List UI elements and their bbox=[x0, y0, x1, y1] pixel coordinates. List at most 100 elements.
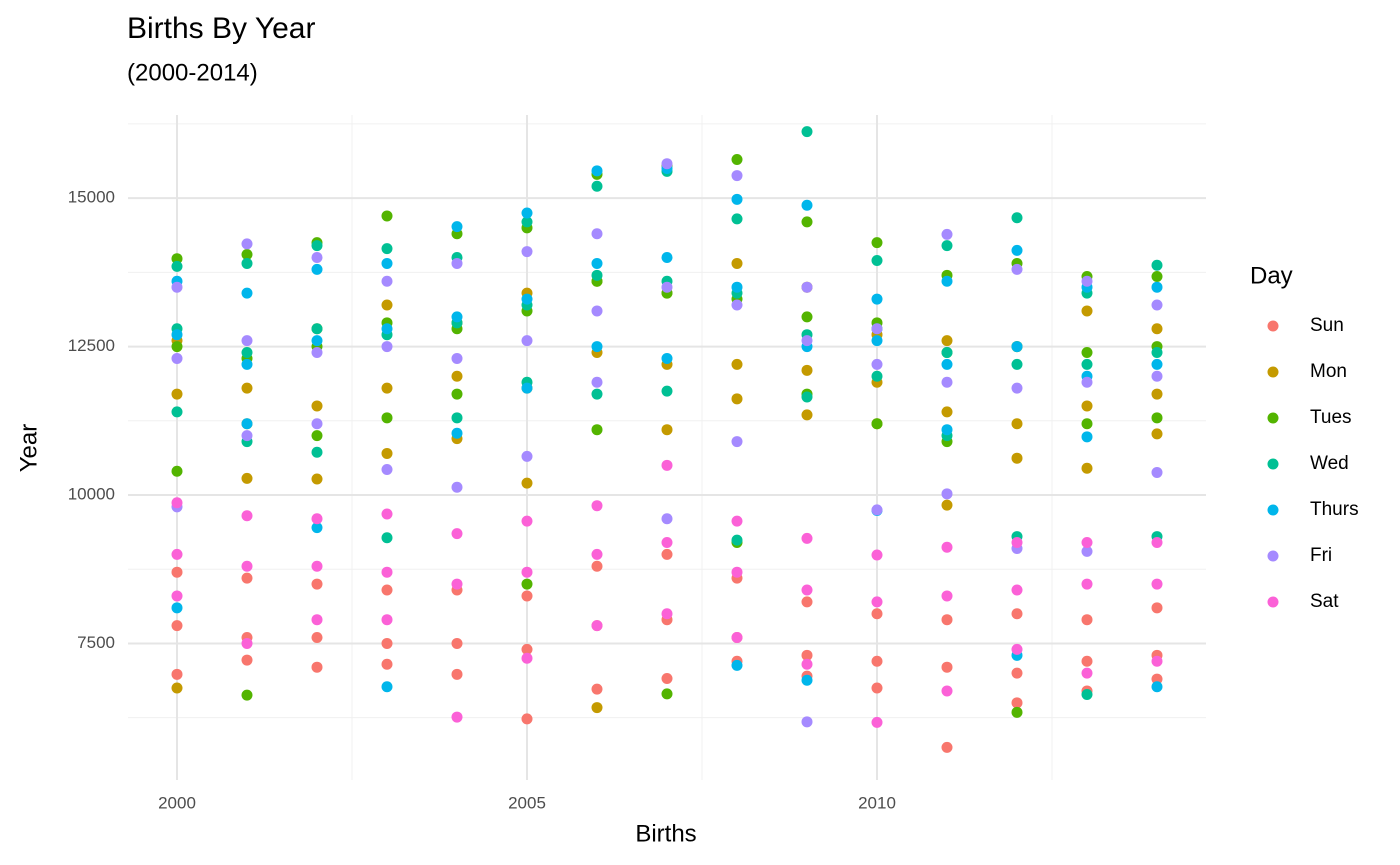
data-point bbox=[311, 513, 323, 525]
data-point bbox=[591, 376, 603, 388]
data-point bbox=[801, 716, 813, 728]
data-point bbox=[521, 246, 533, 258]
data-point bbox=[381, 681, 393, 693]
data-point bbox=[1151, 347, 1163, 358]
data-point bbox=[171, 253, 183, 265]
data-point bbox=[241, 510, 253, 522]
data-point bbox=[731, 566, 743, 578]
data-point bbox=[871, 549, 883, 561]
data-point bbox=[941, 358, 953, 370]
legend-marker bbox=[1267, 596, 1279, 608]
data-point bbox=[241, 560, 253, 572]
data-point bbox=[661, 252, 673, 263]
data-point bbox=[451, 257, 463, 269]
data-point bbox=[1151, 299, 1163, 311]
data-point bbox=[171, 602, 183, 614]
data-point bbox=[171, 388, 183, 400]
legend-label: Fri bbox=[1310, 545, 1332, 566]
data-point bbox=[731, 170, 743, 182]
data-point bbox=[941, 741, 953, 753]
y-tick-label: 15000 bbox=[68, 188, 115, 207]
legend-label: Thurs bbox=[1310, 499, 1359, 520]
y-tick-label: 12500 bbox=[68, 336, 115, 355]
data-point bbox=[871, 608, 883, 620]
data-point bbox=[731, 632, 743, 643]
data-point bbox=[871, 418, 883, 430]
data-point bbox=[1151, 358, 1163, 370]
data-point bbox=[941, 685, 953, 697]
data-point bbox=[311, 614, 323, 626]
data-point bbox=[941, 406, 953, 418]
data-point bbox=[801, 584, 813, 596]
data-point bbox=[1081, 578, 1093, 590]
data-point bbox=[171, 590, 183, 602]
data-point bbox=[941, 275, 953, 287]
data-point bbox=[241, 572, 253, 584]
legend-title: Day bbox=[1250, 262, 1293, 289]
data-point bbox=[311, 335, 323, 347]
data-point bbox=[731, 154, 743, 166]
data-point bbox=[1011, 584, 1023, 596]
data-point bbox=[591, 560, 603, 572]
legend-label: Sun bbox=[1310, 315, 1344, 336]
data-point bbox=[311, 252, 323, 263]
legend-label: Sat bbox=[1310, 591, 1339, 612]
data-point bbox=[591, 257, 603, 269]
data-point bbox=[381, 341, 393, 353]
data-point bbox=[1011, 697, 1023, 709]
data-point bbox=[1081, 358, 1093, 370]
data-point bbox=[941, 335, 953, 347]
data-point bbox=[171, 406, 183, 418]
data-point bbox=[171, 682, 183, 694]
data-point bbox=[1081, 655, 1093, 667]
data-point bbox=[1151, 428, 1163, 440]
data-point bbox=[801, 364, 813, 376]
data-point bbox=[1011, 608, 1023, 620]
x-tick-label: 2000 bbox=[158, 793, 196, 812]
data-point bbox=[871, 682, 883, 694]
data-point bbox=[731, 281, 743, 293]
data-point bbox=[591, 424, 603, 436]
data-point bbox=[1081, 614, 1093, 626]
data-point bbox=[521, 450, 533, 462]
data-point bbox=[381, 382, 393, 394]
data-point bbox=[1151, 281, 1163, 293]
data-point bbox=[171, 281, 183, 293]
data-point bbox=[381, 447, 393, 459]
data-point bbox=[941, 228, 953, 240]
data-point bbox=[451, 481, 463, 493]
data-point bbox=[731, 213, 743, 225]
data-point bbox=[1011, 358, 1023, 370]
data-point bbox=[941, 499, 953, 511]
data-point bbox=[311, 446, 323, 458]
legend-marker bbox=[1267, 458, 1279, 470]
data-point bbox=[661, 513, 673, 525]
data-point bbox=[801, 391, 813, 403]
y-axis-title: Year bbox=[15, 424, 42, 473]
data-point bbox=[871, 237, 883, 249]
data-point bbox=[1081, 689, 1093, 700]
data-point bbox=[801, 126, 813, 138]
data-point bbox=[661, 158, 673, 170]
data-point bbox=[731, 257, 743, 269]
data-point bbox=[451, 427, 463, 439]
data-point bbox=[521, 590, 533, 602]
data-point bbox=[1011, 452, 1023, 464]
data-point bbox=[871, 323, 883, 335]
data-point bbox=[941, 347, 953, 358]
data-point bbox=[521, 652, 533, 664]
data-point bbox=[661, 672, 673, 684]
data-point bbox=[801, 649, 813, 661]
data-point bbox=[801, 281, 813, 293]
data-point bbox=[241, 358, 253, 370]
data-point bbox=[241, 257, 253, 269]
data-point bbox=[241, 637, 253, 649]
data-point bbox=[381, 658, 393, 670]
data-point bbox=[941, 661, 953, 673]
data-point bbox=[241, 347, 253, 358]
data-point bbox=[381, 243, 393, 255]
data-point bbox=[1011, 643, 1023, 655]
data-point bbox=[731, 299, 743, 311]
data-point bbox=[1011, 382, 1023, 394]
data-point bbox=[941, 541, 953, 553]
